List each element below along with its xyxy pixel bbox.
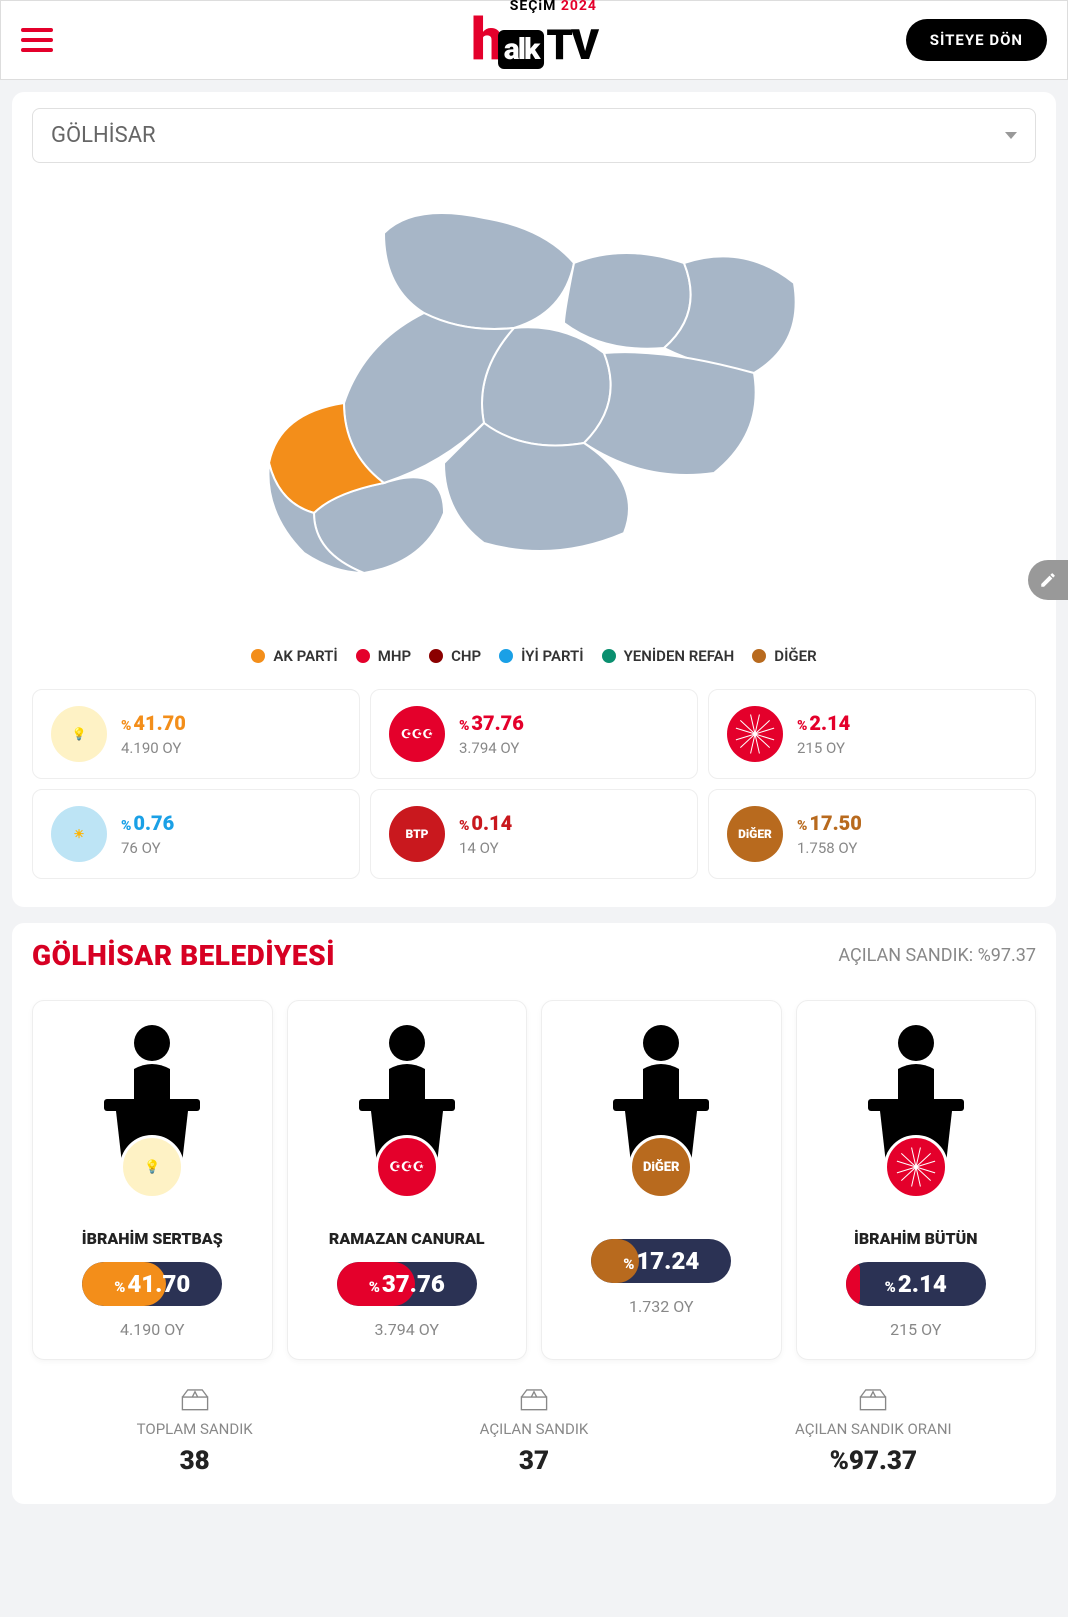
candidate-grid: 💡 İBRAHİM SERTBAŞ %41.70 4.190 OY ☪☪☪ RA… xyxy=(32,1000,1036,1360)
party-legend: AK PARTİ MHP CHP İYİ PARTİ YENİDEN REFAH DİĞE… xyxy=(32,633,1036,689)
hamburger-menu[interactable] xyxy=(21,28,53,52)
party-card[interactable]: DiĞER %17.50 1.758 OY xyxy=(708,789,1036,879)
chevron-down-icon xyxy=(1005,132,1017,139)
candidate-card[interactable]: 💡 İBRAHİM SERTBAŞ %41.70 4.190 OY xyxy=(32,1000,273,1360)
candidate-card[interactable]: İBRAHİM BÜTÜN %2.14 215 OY xyxy=(796,1000,1037,1360)
stats-row: TOPLAM SANDIK 38 AÇILAN SANDIK 37 AÇILAN… xyxy=(32,1384,1036,1476)
district-map[interactable] xyxy=(32,163,1036,633)
header: SEÇiM 2024 halkTV SİTEYE DÖN xyxy=(0,0,1068,80)
party-card[interactable]: ☪☪☪ %37.76 3.794 OY xyxy=(370,689,698,779)
edit-fab-button[interactable] xyxy=(1028,560,1068,600)
legend-item: CHP xyxy=(429,647,481,665)
site-logo[interactable]: SEÇiM 2024 halkTV xyxy=(471,6,597,74)
stat-item: AÇILAN SANDIK 37 xyxy=(371,1384,696,1476)
party-card[interactable]: 💡 %41.70 4.190 OY xyxy=(32,689,360,779)
party-card[interactable]: %2.14 215 OY xyxy=(708,689,1036,779)
candidate-card[interactable]: DiĞER %17.24 1.732 OY xyxy=(541,1000,782,1360)
opened-ballot-text: AÇILAN SANDIK: %97.37 xyxy=(838,945,1036,966)
logo-year-text: 2024 xyxy=(561,0,597,14)
legend-item: YENİDEN REFAH xyxy=(602,647,735,665)
dropdown-selected-text: GÖLHİSAR xyxy=(51,123,156,148)
legend-item: MHP xyxy=(356,647,411,665)
back-to-site-button[interactable]: SİTEYE DÖN xyxy=(906,19,1047,61)
candidate-card[interactable]: ☪☪☪ RAMAZAN CANURAL %37.76 3.794 OY xyxy=(287,1000,528,1360)
party-results-grid: 💡 %41.70 4.190 OY ☪☪☪ %37.76 3.794 OY %2… xyxy=(32,689,1036,879)
municipality-card: GÖLHİSAR BELEDİYESİ AÇILAN SANDIK: %97.3… xyxy=(12,923,1056,1504)
logo-secim-text: SEÇiM xyxy=(510,0,557,14)
legend-item: DİĞER xyxy=(752,647,816,665)
district-dropdown[interactable]: GÖLHİSAR xyxy=(32,108,1036,163)
stat-item: TOPLAM SANDIK 38 xyxy=(32,1384,357,1476)
stat-item: AÇILAN SANDIK ORANI %97.37 xyxy=(711,1384,1036,1476)
party-card[interactable]: ☀ %0.76 76 OY xyxy=(32,789,360,879)
legend-item: AK PARTİ xyxy=(251,647,337,665)
municipality-title: GÖLHİSAR BELEDİYESİ xyxy=(32,939,335,972)
map-card: GÖLHİSAR AK PARTİ MHP CHP İYİ PARTİ YENİDEN … xyxy=(12,92,1056,907)
legend-item: İYİ PARTİ xyxy=(499,647,583,665)
party-card[interactable]: BTP %0.14 14 OY xyxy=(370,789,698,879)
